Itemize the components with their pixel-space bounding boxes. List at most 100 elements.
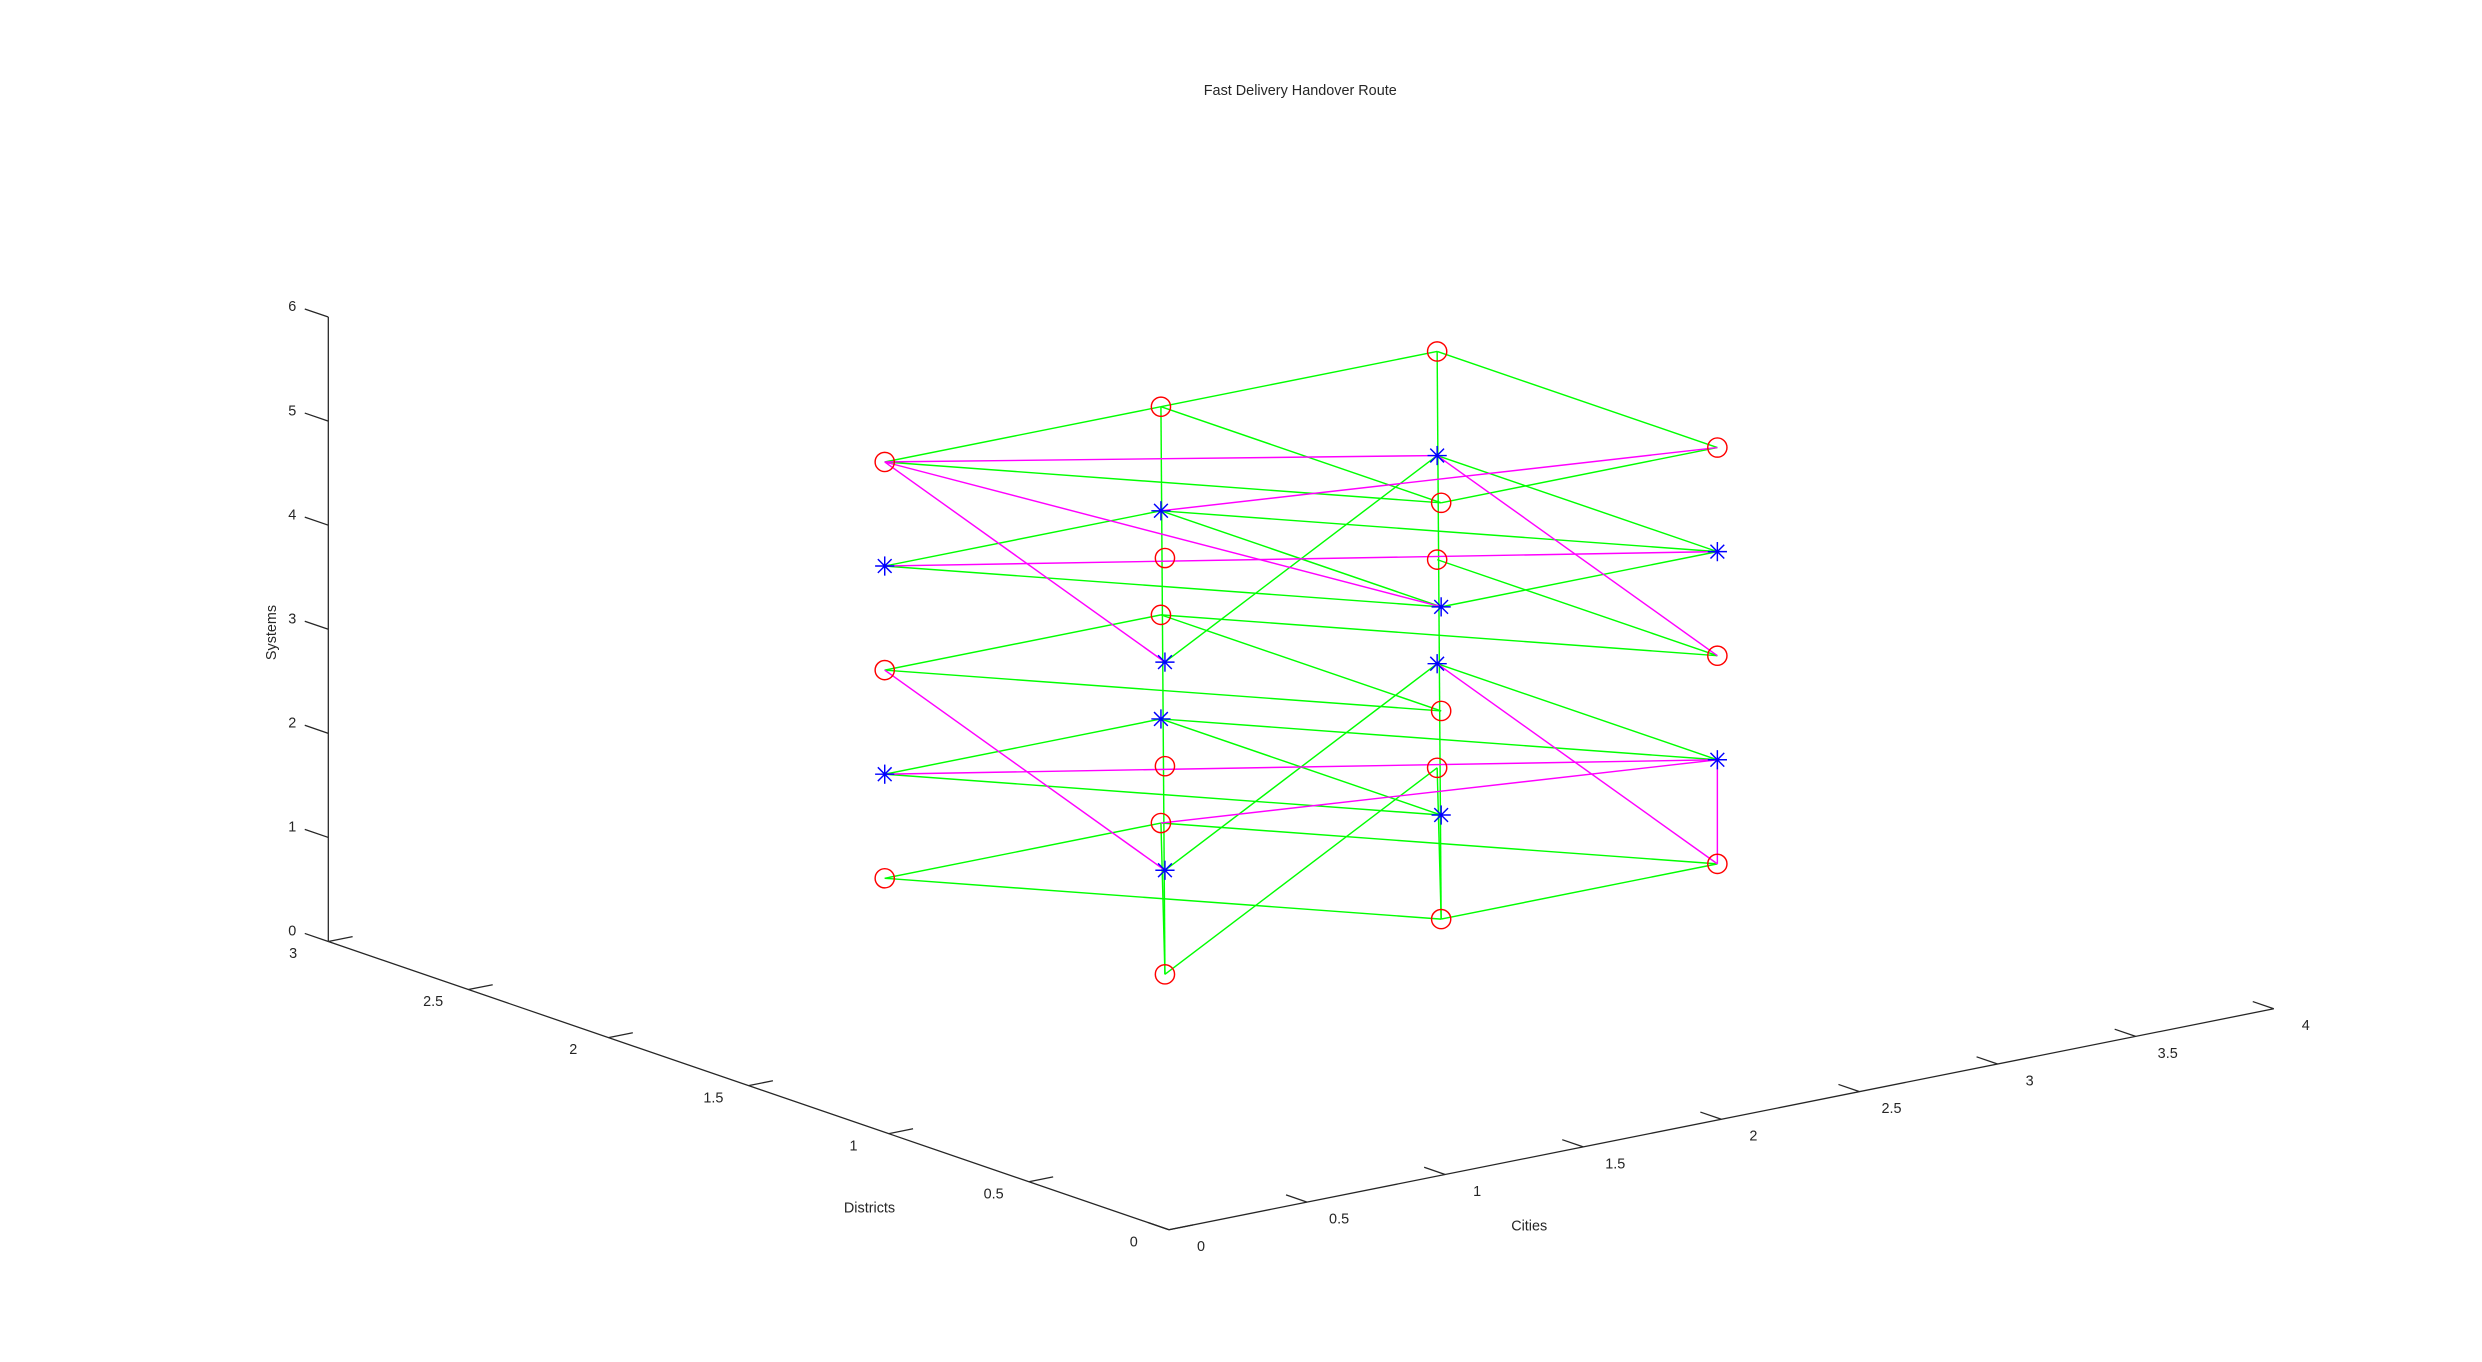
node-circle (874, 867, 896, 889)
route-edge (1160, 759, 1718, 824)
route-edge (1441, 863, 1718, 920)
node-circle (1707, 437, 1728, 458)
x-axis-label: Cities (1511, 1218, 1547, 1234)
route-edge (884, 773, 1442, 816)
z-tick (304, 724, 329, 734)
route-edge (1160, 350, 1438, 408)
node-star (1151, 501, 1171, 521)
node-circle (1154, 964, 1176, 985)
y-tick-label: 3 (289, 946, 297, 962)
star-stroke (1429, 656, 1445, 672)
x-tick (1838, 1083, 1860, 1093)
route-edge (1436, 663, 1718, 761)
x-tick-label: 1.5 (1605, 1156, 1625, 1172)
route-edge (884, 614, 1162, 671)
x-tick-label: 1 (1473, 1184, 1481, 1200)
y-tick-label: 1.5 (703, 1090, 723, 1106)
y-tick-label: 0.5 (984, 1186, 1004, 1202)
node-circle (1430, 492, 1452, 514)
node-star (875, 764, 895, 784)
y-tick-label: 1 (849, 1138, 857, 1154)
route-edge (1160, 406, 1442, 504)
star-stroke (1429, 448, 1445, 463)
route-edge (1436, 454, 1718, 553)
route-edge (884, 669, 1166, 871)
route-edge (1436, 558, 1718, 657)
z-tick (304, 620, 329, 630)
route-edge (1160, 614, 1442, 712)
z-tick-label: 5 (288, 403, 296, 419)
node-circle (1150, 396, 1172, 418)
z-tick-label: 1 (288, 820, 296, 836)
x-tick (1976, 1056, 1998, 1065)
y-tick-label: 2 (569, 1042, 577, 1058)
route-edge (884, 454, 1438, 463)
node-star (875, 556, 895, 576)
node-star (1707, 750, 1727, 770)
star-stroke (1153, 503, 1169, 519)
route-edge (884, 461, 1442, 504)
z-tick (304, 932, 329, 943)
node-circle (1430, 908, 1452, 930)
star-stroke (1709, 544, 1725, 560)
node-star (1155, 860, 1175, 880)
route-edge (1436, 663, 1718, 865)
route-edge (884, 822, 1162, 879)
route-edge (1436, 350, 1718, 449)
node-circle (1430, 700, 1452, 722)
y-tick (468, 984, 493, 991)
star-stroke (1157, 862, 1173, 878)
node-circle (1707, 853, 1728, 875)
route-edge (1441, 550, 1718, 608)
y-tick (1168, 1224, 1194, 1231)
z-tick (304, 828, 329, 839)
route-edge (1164, 767, 1438, 975)
x-tick-label: 4 (2302, 1018, 2310, 1034)
star-stroke (1157, 654, 1173, 670)
node-circle (1150, 812, 1172, 834)
x-tick (1285, 1194, 1308, 1203)
star-stroke (1153, 711, 1169, 727)
z-tick (304, 308, 329, 318)
route-edge (1160, 510, 1718, 553)
route-edge (1441, 446, 1718, 504)
route-edge (1160, 718, 1718, 761)
node-star (1155, 652, 1175, 672)
z-tick-label: 3 (288, 611, 296, 627)
y-tick-label: 0 (1130, 1234, 1138, 1250)
node-circle (1150, 604, 1172, 626)
route-edge (1160, 446, 1718, 512)
z-axis-label: Systems (264, 605, 280, 660)
chart-title: Fast Delivery Handover Route (1204, 83, 1397, 99)
route-edge (884, 461, 1166, 663)
x-tick-label: 3 (2026, 1073, 2034, 1089)
z-tick (304, 516, 329, 526)
route-edge (1436, 454, 1718, 657)
x-tick-label: 2 (1749, 1129, 1757, 1145)
node-star (1431, 805, 1451, 825)
z-tick-label: 6 (288, 299, 296, 315)
x-tick-label: 0 (1197, 1239, 1205, 1255)
x-tick-label: 0.5 (1329, 1212, 1349, 1228)
z-tick-label: 0 (288, 924, 296, 940)
node-star (1431, 597, 1451, 617)
y-axis-label: Districts (844, 1201, 895, 1217)
node-circle (1426, 341, 1448, 362)
node-circle (874, 659, 896, 681)
route-edge (884, 759, 1718, 775)
route-edge (884, 461, 1442, 608)
star-stroke (1433, 807, 1449, 823)
node-circle (874, 451, 896, 473)
z-tick (304, 412, 329, 422)
y-tick (748, 1080, 774, 1087)
node-circle (1426, 549, 1448, 570)
star-stroke (877, 558, 893, 574)
x-tick (1700, 1111, 1722, 1120)
route-edge (884, 510, 1162, 567)
x-tick (1423, 1166, 1446, 1176)
star-stroke (1709, 752, 1725, 768)
x-tick (1147, 1221, 1170, 1231)
y-tick (1028, 1176, 1054, 1183)
